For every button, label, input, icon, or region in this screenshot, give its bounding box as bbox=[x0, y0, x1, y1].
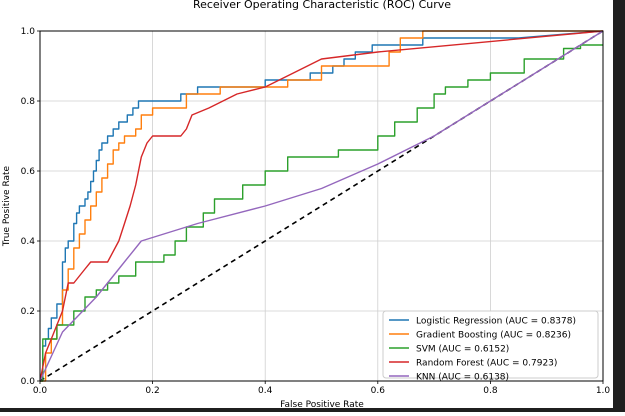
legend-box bbox=[382, 310, 599, 379]
roc-curve-knn bbox=[39, 30, 604, 382]
y-tick-label: 0.0 bbox=[21, 377, 36, 387]
legend-label-knn: KNN (AUC = 0.6138) bbox=[416, 373, 509, 383]
chart-legend: Logistic Regression (AUC = 0.8378) Gradie… bbox=[382, 310, 599, 383]
x-tick-label: 1.0 bbox=[596, 386, 611, 396]
roc-curve-random-forest bbox=[39, 30, 604, 382]
roc-curves bbox=[39, 30, 604, 382]
window-edge-bottom bbox=[0, 408, 625, 412]
chart-title: Receiver Operating Characteristic (ROC) … bbox=[193, 0, 451, 11]
legend-label-logistic-regression: Logistic Regression (AUC = 0.8378) bbox=[416, 317, 576, 327]
y-tick-label: 0.6 bbox=[21, 167, 36, 177]
y-tick-label: 0.4 bbox=[21, 237, 36, 247]
y-axis-label: True Positive Rate bbox=[2, 165, 12, 247]
legend-label-svm: SVM (AUC = 0.6152) bbox=[416, 345, 509, 355]
y-tick-label: 0.2 bbox=[21, 307, 35, 317]
x-tick-label: 0.2 bbox=[145, 386, 159, 396]
x-tick-label: 0.8 bbox=[483, 386, 498, 396]
plot-area-frame bbox=[39, 30, 604, 382]
roc-curve-gradient-boosting bbox=[40, 30, 603, 382]
x-axis-label: False Positive Rate bbox=[280, 400, 364, 410]
x-tick-label: 0.6 bbox=[371, 386, 386, 396]
axis-ticks: 0.0 0.2 0.4 0.6 0.8 1.0 0.0 0.2 0.4 0.6 0.8 1.0 bbox=[21, 27, 611, 396]
x-tick-label: 0.0 bbox=[33, 386, 48, 396]
y-tick-label: 1.0 bbox=[21, 27, 36, 37]
y-tick-label: 0.8 bbox=[21, 97, 36, 107]
window-edge-right bbox=[613, 0, 625, 412]
roc-curve-svm bbox=[40, 44, 603, 382]
x-tick-label: 0.4 bbox=[258, 386, 273, 396]
legend-label-gradient-boosting: Gradient Boosting (AUC = 0.8236) bbox=[416, 331, 571, 341]
legend-label-random-forest: Random Forest (AUC = 0.7923) bbox=[416, 359, 557, 369]
